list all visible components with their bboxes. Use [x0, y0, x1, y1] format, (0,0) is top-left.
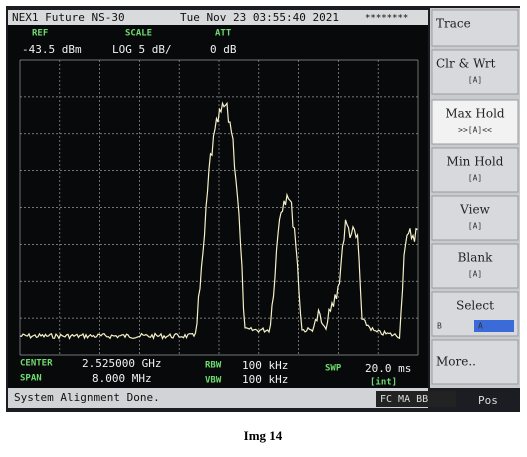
- ref-label: REF: [32, 29, 48, 39]
- softkey-label: More..: [436, 355, 476, 369]
- trace: [19, 101, 418, 341]
- flags-box: [376, 391, 456, 407]
- softkey-label: Clr & Wrt: [436, 57, 496, 71]
- span-value: 8.000 MHz: [92, 372, 152, 385]
- softkeys: Trace Clr & Wrt [A] Max Hold >>[A]<< Min Hold…: [430, 8, 520, 388]
- softkey-label: Min Hold: [447, 155, 504, 169]
- softkey[interactable]: [431, 99, 519, 145]
- softkey-label: View: [459, 203, 490, 217]
- softkey[interactable]: [431, 243, 519, 289]
- select-b: B: [437, 322, 442, 331]
- softkey[interactable]: [431, 49, 519, 95]
- softkey[interactable]: [431, 339, 519, 385]
- softkey-label: Trace: [436, 17, 471, 31]
- caption: Img 14: [244, 428, 283, 443]
- vbw-value: 100 kHz: [242, 373, 288, 386]
- status-bar: [8, 388, 428, 408]
- softkey-sub: [A]: [468, 76, 482, 85]
- softkey-label: Max Hold: [445, 107, 505, 121]
- marker: ********: [365, 14, 408, 24]
- scale-value: LOG 5 dB/: [112, 43, 172, 56]
- rbw-label: RBW: [205, 361, 222, 371]
- swp-value: 20.0 ms: [365, 362, 411, 375]
- softkey[interactable]: [431, 147, 519, 193]
- softkey[interactable]: [431, 195, 519, 241]
- center-label: CENTER: [20, 359, 53, 369]
- softkey[interactable]: [431, 9, 519, 47]
- softkey-sub: [A]: [468, 174, 482, 183]
- datetime: Tue Nov 23 03:55:40 2021: [180, 11, 339, 24]
- softkey-sub: [A]: [468, 222, 482, 231]
- att-value: 0 dB: [210, 43, 237, 56]
- span-label: SPAN: [20, 374, 42, 384]
- select-a-box: [474, 320, 514, 332]
- pos: Pos: [478, 394, 498, 407]
- select-a: A: [478, 322, 483, 331]
- softkey-label: Select: [456, 299, 494, 313]
- model: NEX1 Future NS-30: [12, 11, 125, 24]
- display: [8, 25, 428, 388]
- scale-label: SCALE: [125, 29, 152, 39]
- title-bar: [8, 10, 428, 25]
- att-label: ATT: [215, 29, 232, 39]
- ref-value: -43.5 dBm: [22, 43, 82, 56]
- flags: FC MA BB: [380, 394, 428, 405]
- softkey-label: Blank: [458, 251, 494, 265]
- swp-mode: [int]: [370, 377, 397, 388]
- softkey-sub: [A]: [468, 270, 482, 279]
- softkey-sub: >>[A]<<: [458, 126, 492, 135]
- vbw-label: VBW: [205, 376, 222, 386]
- center-value: 2.525000 GHz: [82, 357, 161, 370]
- status-message: System Alignment Done.: [14, 391, 160, 404]
- swp-label: SWP: [325, 364, 342, 374]
- graticule: [19, 59, 419, 356]
- rbw-value: 100 kHz: [242, 359, 288, 372]
